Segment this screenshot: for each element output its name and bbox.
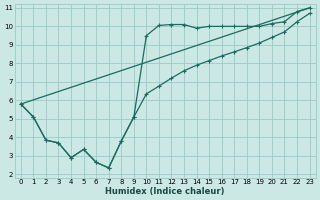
X-axis label: Humidex (Indice chaleur): Humidex (Indice chaleur) xyxy=(106,187,225,196)
